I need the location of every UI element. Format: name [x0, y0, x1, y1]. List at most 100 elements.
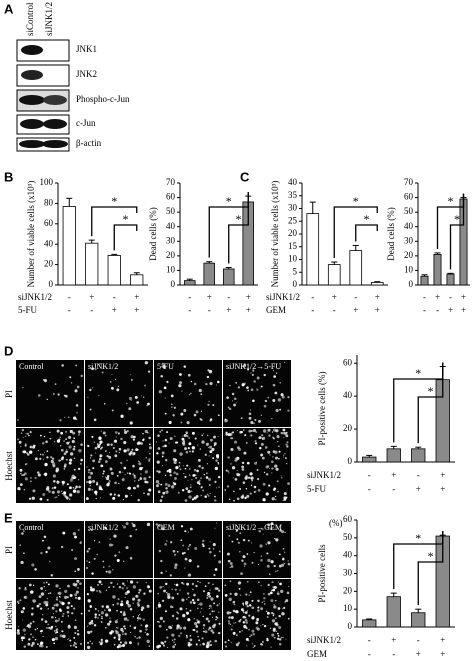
cell: [255, 626, 259, 630]
cell: [213, 623, 217, 627]
cell: [122, 644, 126, 647]
cell: [215, 522, 218, 524]
cell: [231, 625, 233, 627]
cell: [20, 610, 24, 614]
bar: [433, 253, 442, 286]
y-tick-label: 80: [44, 197, 54, 207]
cell: [225, 645, 228, 648]
cell: [74, 487, 77, 490]
cell: [278, 643, 282, 646]
cell: [279, 382, 281, 384]
cell: [45, 440, 48, 444]
cell: [202, 544, 205, 548]
cell: [55, 610, 58, 613]
cell: [104, 526, 107, 530]
cell: [234, 459, 236, 461]
cell: [266, 492, 269, 495]
cell: [207, 447, 209, 449]
y-tick-label: 20: [343, 423, 353, 433]
cell: [65, 430, 67, 433]
cell: [271, 467, 274, 470]
cell: [228, 622, 231, 625]
cell: [281, 395, 285, 399]
cell: [22, 386, 24, 389]
cell: [272, 436, 275, 439]
cell: [205, 472, 208, 475]
cell: [188, 545, 190, 548]
cell: [140, 473, 142, 475]
cell: [185, 487, 189, 491]
cell: [278, 445, 280, 448]
cell: [61, 493, 64, 495]
bar: [386, 448, 401, 463]
cell: [66, 441, 70, 445]
cell: [98, 541, 101, 544]
cell: [218, 414, 220, 417]
cell: [24, 633, 26, 636]
cell: [54, 496, 57, 499]
cell: [34, 628, 37, 631]
cell: [143, 592, 146, 595]
cell: [162, 585, 164, 588]
cell: [198, 458, 201, 462]
cell: [187, 531, 190, 533]
cell: [215, 618, 217, 621]
treatment-sign: -: [311, 292, 314, 302]
cell: [246, 494, 250, 498]
cell: [105, 613, 109, 617]
cell: [200, 393, 203, 395]
cell: [272, 399, 276, 403]
cell: [160, 483, 163, 486]
treatment-sign: -: [354, 292, 357, 302]
cell: [46, 498, 49, 501]
cell: [72, 644, 76, 647]
cell: [94, 446, 98, 450]
cell: [61, 630, 64, 633]
cell: [230, 437, 233, 440]
y-tick-label: 15: [288, 241, 298, 251]
treatment-sign: +: [375, 305, 380, 315]
cell: [229, 566, 231, 568]
cell: [126, 587, 128, 589]
cell: [137, 598, 141, 602]
cell: [271, 431, 274, 433]
cell: [176, 550, 179, 553]
micrograph-row: Hoechst: [4, 600, 14, 630]
cell: [40, 551, 43, 555]
cell: [78, 485, 81, 489]
cell: [203, 433, 205, 435]
treatment-sign: -: [392, 649, 395, 659]
cell: [69, 639, 72, 642]
cell: [23, 530, 25, 532]
cell: [268, 434, 271, 437]
cell: [184, 467, 187, 470]
y-tick-label: 10: [343, 603, 353, 613]
cell: [88, 471, 90, 474]
cell: [90, 528, 93, 532]
treatment-sign: -: [333, 305, 336, 315]
cell: [236, 538, 239, 541]
cell: [142, 438, 145, 442]
cell: [52, 613, 54, 615]
cell: [116, 558, 120, 563]
cell: [280, 636, 283, 639]
cell: [111, 373, 113, 375]
cell: [263, 404, 267, 408]
cell: [283, 436, 285, 438]
cell: [78, 434, 80, 436]
cell: [73, 445, 76, 448]
cell: [232, 431, 235, 434]
cell: [174, 441, 178, 444]
significance-star: *: [428, 549, 434, 563]
cell: [138, 636, 141, 639]
cell: [265, 473, 269, 476]
cell: [189, 609, 192, 612]
cell: [276, 480, 279, 483]
y-tick-label: 20: [288, 228, 298, 238]
cell: [134, 395, 138, 399]
cell: [168, 442, 170, 444]
cell: [93, 588, 95, 590]
cell: [161, 599, 165, 602]
cell: [165, 582, 168, 586]
cell: [250, 388, 254, 391]
